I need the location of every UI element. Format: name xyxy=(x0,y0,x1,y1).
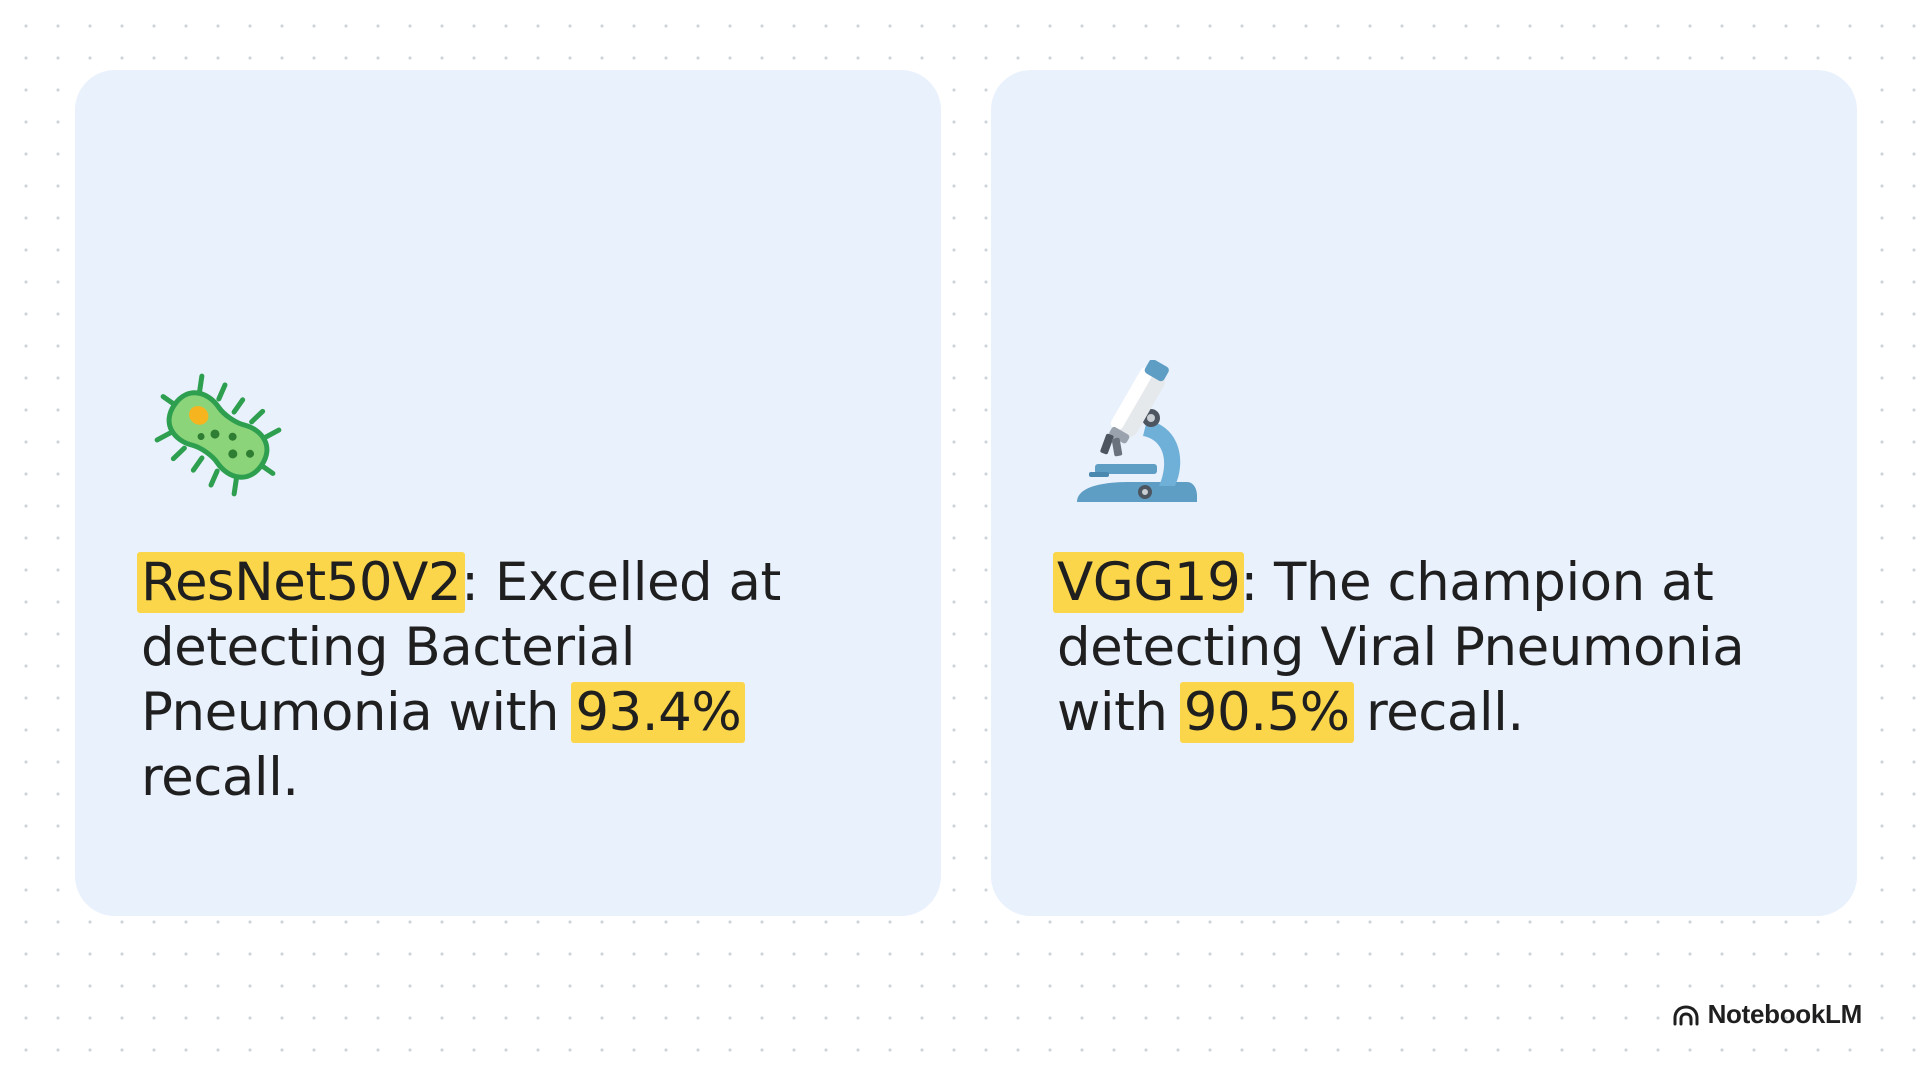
card-text: ResNet50V2: Excelled at detecting Bacter… xyxy=(137,550,881,810)
description-text: : Excelled at detecting Bacterial Pneumo… xyxy=(141,552,781,743)
description-text: : The champion at detecting Viral Pneumo… xyxy=(1057,552,1745,743)
notebooklm-brand: NotebookLM xyxy=(1672,999,1862,1030)
description-suffix: recall. xyxy=(141,747,299,808)
card-vgg19: VGG19: The champion at detecting Viral P… xyxy=(991,70,1857,916)
model-name-highlight: VGG19 xyxy=(1053,552,1245,613)
description-suffix: recall. xyxy=(1349,682,1524,743)
microscope-icon xyxy=(1059,359,1209,510)
recall-value-highlight: 93.4% xyxy=(571,682,746,743)
card-resnet50v2: ResNet50V2: Excelled at detecting Bacter… xyxy=(75,70,941,916)
model-name-highlight: ResNet50V2 xyxy=(137,552,466,613)
recall-value-highlight: 90.5% xyxy=(1179,682,1354,743)
brand-name: NotebookLM xyxy=(1707,999,1863,1029)
card-text: VGG19: The champion at detecting Viral P… xyxy=(1053,550,1797,745)
notebooklm-logo-icon xyxy=(1672,1004,1700,1026)
microbe-icon xyxy=(143,360,293,510)
